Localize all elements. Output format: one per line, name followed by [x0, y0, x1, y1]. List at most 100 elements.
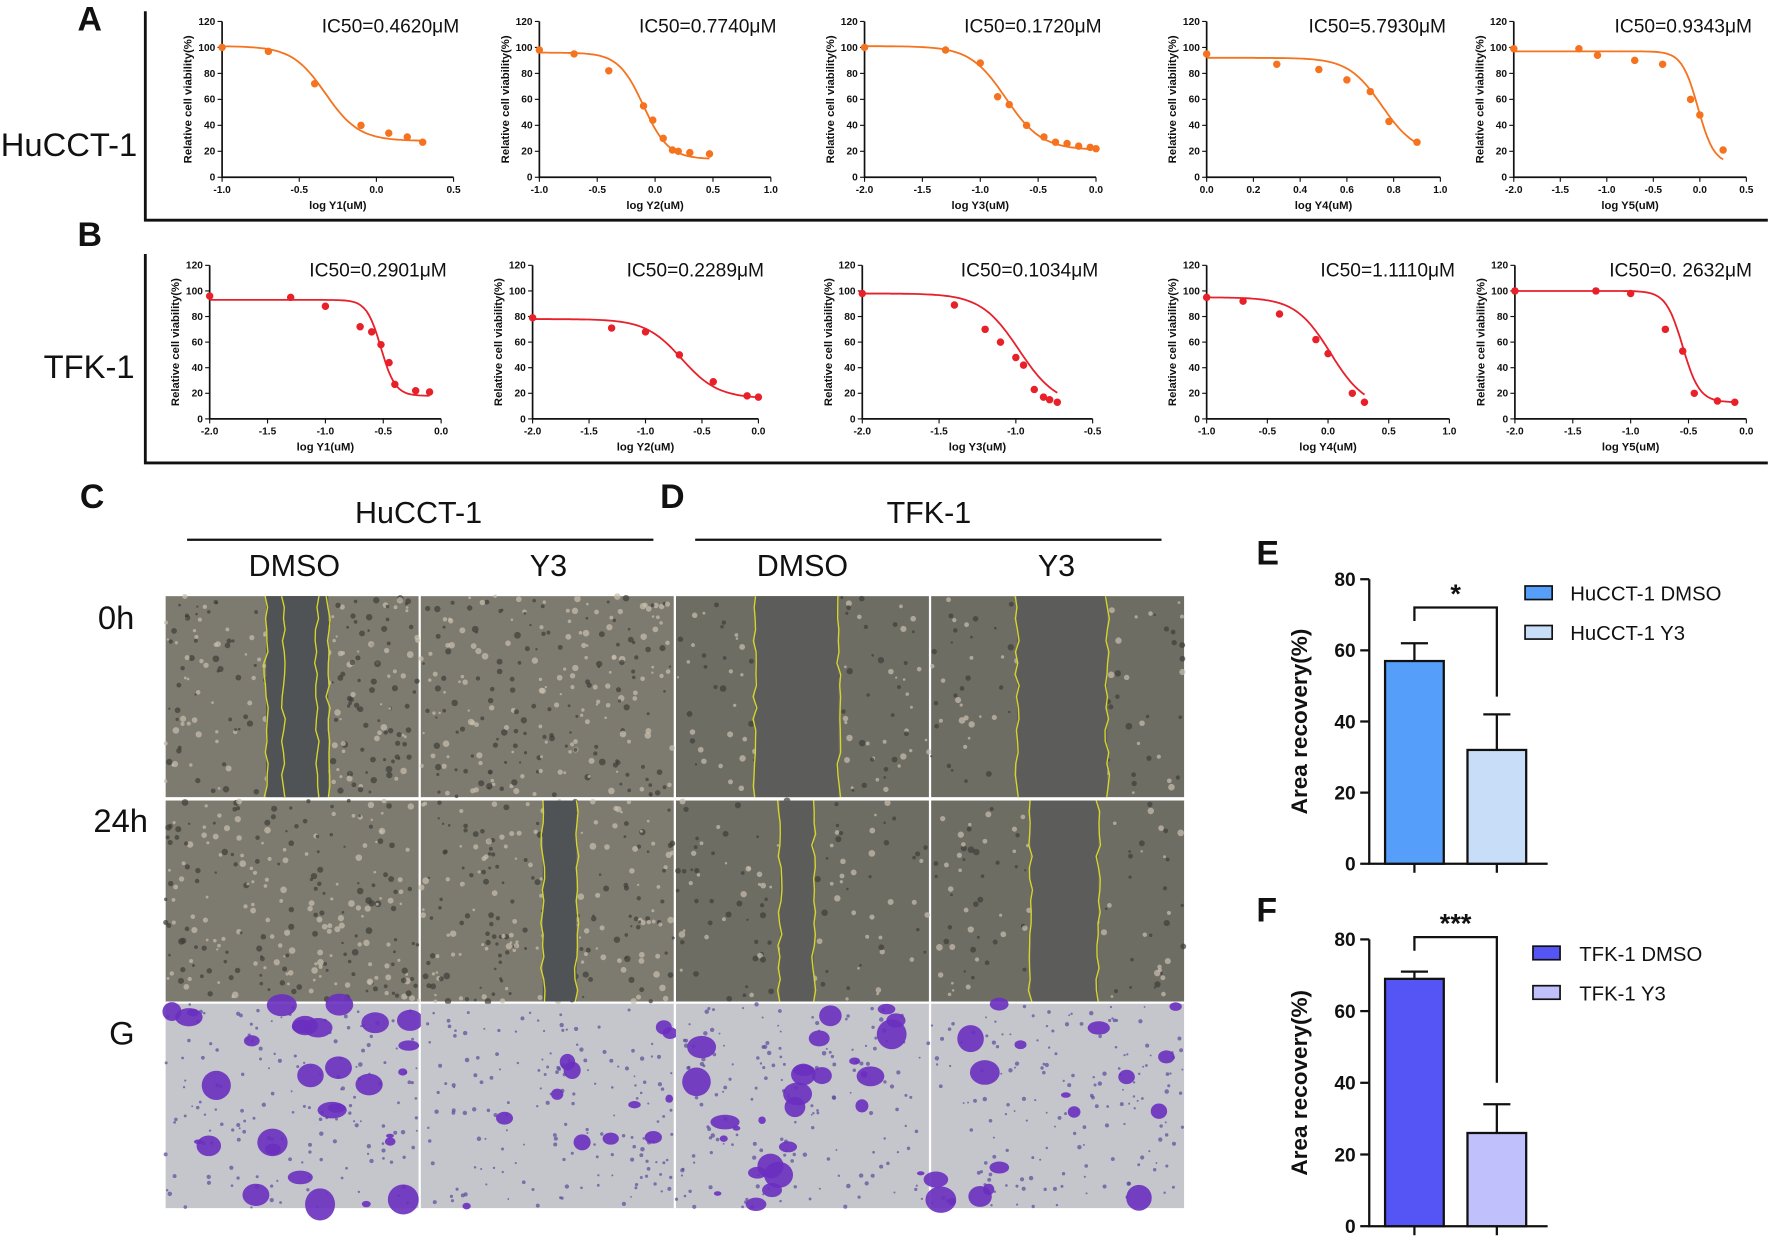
cell	[958, 868, 962, 873]
cell	[472, 831, 479, 838]
x-tick-label: -0.5	[375, 427, 393, 438]
cell	[481, 943, 485, 947]
cell	[627, 739, 631, 744]
cell	[933, 700, 939, 706]
cell	[544, 685, 548, 689]
cell	[349, 659, 355, 666]
cell	[177, 745, 182, 750]
cell	[163, 620, 168, 625]
cell	[499, 786, 505, 792]
cell	[1179, 668, 1186, 676]
cell	[381, 625, 388, 632]
cell	[950, 893, 953, 897]
cell	[497, 953, 502, 958]
cell	[215, 730, 219, 734]
cell	[640, 676, 645, 682]
pore	[1132, 1095, 1136, 1098]
cell	[960, 845, 967, 852]
cell	[934, 723, 940, 729]
cell	[394, 993, 400, 998]
y-tick-label: 60	[846, 95, 858, 106]
cell	[1177, 829, 1185, 837]
cell	[368, 790, 372, 794]
pore	[752, 1141, 757, 1146]
x-tick-label: 0.4	[1293, 185, 1307, 196]
cell	[1110, 995, 1114, 998]
cell	[408, 624, 414, 630]
pore	[546, 1065, 550, 1069]
pore	[340, 1176, 344, 1180]
data-point	[1039, 393, 1048, 401]
y-tick-label: 100	[186, 286, 203, 297]
data-point	[357, 121, 365, 130]
cell	[210, 788, 216, 794]
cell	[169, 971, 175, 976]
data-point	[1626, 289, 1635, 298]
cell	[370, 818, 373, 822]
pore	[1031, 1156, 1035, 1160]
migrated-cell-cluster	[989, 1161, 1010, 1174]
cell	[615, 759, 619, 763]
migrated-cell-cluster	[682, 1067, 711, 1097]
pore	[357, 1190, 361, 1194]
x-tick-label: -1.0	[1007, 427, 1025, 438]
cell	[631, 675, 636, 680]
data-point	[996, 338, 1005, 346]
pore	[516, 1061, 520, 1065]
cell	[401, 993, 408, 1000]
pore	[319, 1131, 324, 1136]
migrated-cell-cluster	[361, 1200, 371, 1208]
cell	[911, 899, 917, 905]
y-tick-label: 20	[515, 389, 527, 400]
cell	[585, 644, 589, 647]
y-tick-label: 80	[1334, 930, 1355, 951]
pore	[531, 1187, 535, 1191]
cell	[288, 906, 295, 913]
cell	[442, 708, 446, 713]
cell	[964, 779, 968, 783]
cell	[696, 873, 701, 877]
pore	[1015, 1184, 1019, 1188]
pore	[415, 1067, 418, 1070]
cell	[599, 925, 605, 931]
pore	[514, 1162, 517, 1165]
pore	[1145, 1043, 1150, 1048]
cell	[825, 856, 829, 860]
cell	[992, 939, 998, 945]
cell	[725, 911, 732, 918]
cell	[338, 922, 345, 929]
x-tick-label: 0.0	[1693, 185, 1707, 196]
cell	[531, 876, 535, 880]
cell	[669, 840, 676, 847]
pore	[306, 1188, 310, 1192]
cell	[995, 860, 1000, 865]
cell	[1131, 772, 1137, 778]
cell	[339, 717, 342, 721]
cell	[746, 918, 749, 921]
pore	[624, 1066, 630, 1071]
pore	[1158, 1137, 1163, 1142]
pore	[172, 1174, 177, 1179]
cell	[630, 925, 633, 928]
cell	[166, 977, 170, 980]
cell	[489, 921, 494, 927]
cell	[888, 668, 894, 675]
cell	[678, 931, 686, 938]
data-point	[411, 387, 420, 395]
pore	[1082, 1143, 1085, 1146]
cell	[577, 893, 585, 901]
pore	[184, 1079, 187, 1082]
cell	[406, 754, 412, 760]
cell	[1177, 601, 1181, 604]
y-tick-label: 40	[192, 363, 204, 374]
y-tick-label: 20	[521, 147, 533, 158]
pore	[366, 1152, 370, 1156]
cell	[902, 678, 906, 681]
cell	[630, 998, 637, 1005]
axes	[1205, 265, 1450, 420]
pore	[229, 1165, 234, 1170]
pore	[645, 1159, 649, 1163]
pore	[662, 1161, 666, 1165]
cell	[546, 630, 551, 635]
x-tick-label: -2.0	[1506, 427, 1524, 438]
